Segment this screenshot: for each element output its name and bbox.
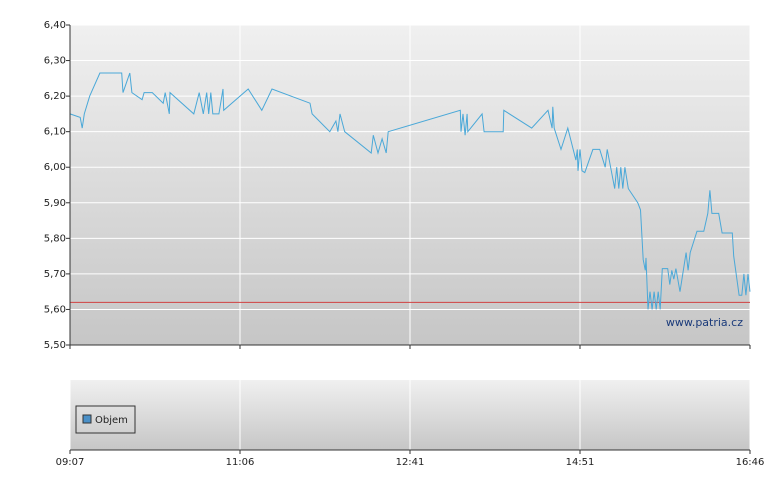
y-tick-label: 5,90	[44, 198, 66, 209]
x-tick-label: 11:06	[226, 457, 255, 468]
legend-box	[75, 405, 136, 434]
y-tick-label: 5,70	[44, 269, 66, 280]
marks	[69, 72, 751, 310]
watermark: www.patria.cz	[666, 316, 743, 329]
y-tick-label: 5,80	[44, 233, 66, 244]
price-line	[69, 72, 751, 310]
x-tick-label: 12:41	[396, 457, 425, 468]
y-tick-label: 5,60	[44, 304, 66, 315]
y-tick-label: 6,00	[44, 162, 66, 173]
legend-label: Objem	[95, 415, 128, 426]
x-tick-label: 14:51	[566, 457, 595, 468]
grid	[69, 24, 751, 450]
y-tick-label: 6,10	[44, 127, 66, 138]
x-tick-label: 09:07	[56, 457, 85, 468]
legend-swatch	[82, 414, 92, 424]
x-tick-label: 16:46	[736, 457, 765, 468]
y-tick-label: 6,20	[44, 91, 66, 102]
y-tick-label: 6,40	[44, 20, 66, 31]
y-tick-label: 5,50	[44, 340, 66, 351]
y-tick-label: 6,30	[44, 56, 66, 67]
